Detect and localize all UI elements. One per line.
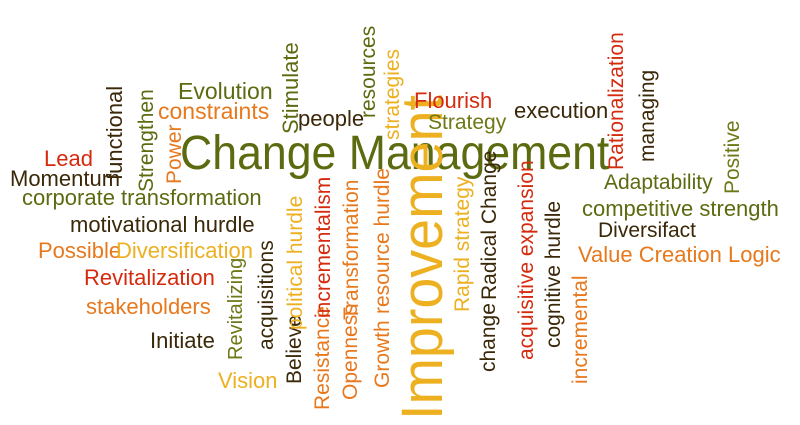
word-possible: Possible <box>38 238 122 263</box>
word-resources: resources <box>357 25 380 118</box>
word-rationalization: Rationalization <box>605 32 628 170</box>
word-stakeholders: stakeholders <box>86 294 211 319</box>
word-radical-change: Radical Change <box>478 150 501 300</box>
word-positive: Positive <box>721 120 744 194</box>
word-acquisitive-expansion: acquisitive expansion <box>515 160 538 360</box>
word-resistance: Resistance <box>311 306 334 410</box>
word-growth: Growth <box>371 320 394 388</box>
word-momentum: Momentum <box>10 166 121 191</box>
word-revitalization: Revitalization <box>84 265 215 290</box>
word-flourish: Flourish <box>414 88 493 113</box>
word-stimulate: Stimulate <box>278 42 303 134</box>
word-strengthen: Strengthen <box>135 89 158 192</box>
word-vision: Vision <box>218 368 278 393</box>
word-rapid-strategy: Rapid strategy <box>451 176 474 312</box>
word-diversifact: Diversifact <box>598 219 697 242</box>
word-execution: execution <box>514 98 609 123</box>
word-managing: managing <box>636 69 659 162</box>
word-change-management: Change Management <box>180 127 610 180</box>
word-functional: functional <box>102 85 127 180</box>
word-adaptability: Adaptability <box>604 171 713 194</box>
word-revitalizing: Revitalizing <box>225 257 247 360</box>
word-value-creation-logic: Value Creation Logic <box>578 242 781 267</box>
word-motivational-hurdle: motivational hurdle <box>70 212 255 237</box>
word-improvement: Improvement <box>390 95 455 420</box>
word-political-hurdle: political hurdle <box>284 195 307 330</box>
word-diversification: Diversification <box>116 238 253 263</box>
word-evolution: Evolution <box>178 78 273 104</box>
word-cognitive-hurdle: cognitive hurdle <box>542 200 565 348</box>
word-power: Power <box>163 124 186 184</box>
word-corporate-transformation: corporate transformation <box>22 185 262 210</box>
word-strategies: strategies <box>381 48 404 140</box>
word-incrementalism: incrementalism <box>312 176 335 318</box>
word-lead: Lead <box>44 146 93 171</box>
word-people: people <box>298 106 365 131</box>
word-competitive-strength: competitive strength <box>582 196 779 221</box>
word-change: change <box>477 303 500 372</box>
word-initiate: Initiate <box>150 328 215 353</box>
word-resource-hurdle: resource hurdle <box>371 168 394 314</box>
word-strategy: Strategy <box>428 111 507 134</box>
word-transformation: Transformation <box>340 179 363 320</box>
word-incremental: incremental <box>569 275 592 384</box>
word-acquisitions: acquisitions <box>255 240 278 350</box>
word-constraints: constraints <box>158 98 270 124</box>
